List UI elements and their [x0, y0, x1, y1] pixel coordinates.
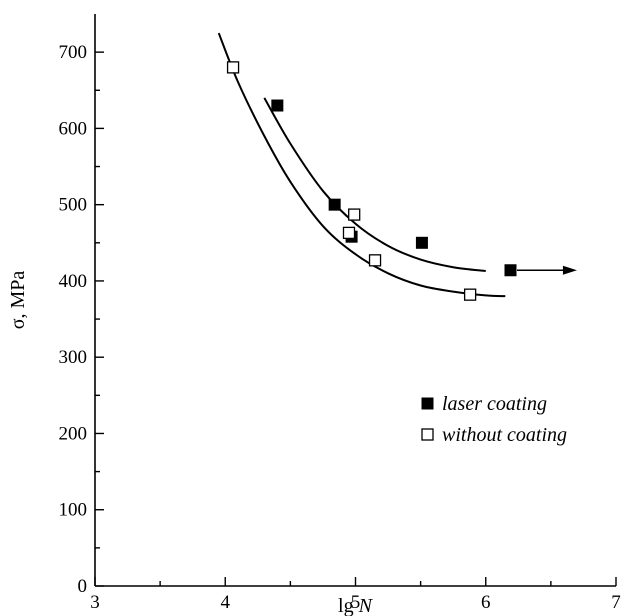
arrows [516, 265, 577, 275]
x-tick-label: 7 [611, 592, 621, 613]
y-tick-label: 400 [59, 271, 88, 292]
y-axis-label: σ, MPa [7, 271, 29, 330]
runout-arrow-head [562, 265, 577, 275]
y-tick-label: 500 [59, 195, 88, 216]
y-tick-label: 100 [59, 500, 88, 521]
fit-curve-laser-coating [263, 97, 486, 273]
legend: laser coating without coating [421, 393, 567, 446]
axes [94, 14, 616, 587]
point-without-coating [226, 61, 240, 74]
legend-label-without-coating: without coating [442, 424, 567, 446]
point-laser-coating [415, 236, 428, 249]
y-tick-label: 600 [59, 118, 88, 139]
x-tick-label: 3 [90, 592, 100, 613]
y-tick-label: 0 [78, 576, 88, 597]
point-laser-coating [271, 99, 284, 112]
x-axis-label-variable: N [358, 595, 374, 616]
x-tick-label: 4 [221, 592, 231, 613]
x-tick-label: 5 [351, 592, 361, 613]
point-without-coating [348, 208, 361, 221]
point-without-coating [463, 288, 477, 301]
ticks: 3 4 5 6 7 0 100 200 300 400 500 600 700 [59, 42, 621, 613]
legend-marker-laser-coating [421, 397, 434, 410]
point-without-coating [368, 254, 382, 267]
x-tick-label: 6 [481, 592, 491, 613]
legend-label-laser-coating: laser coating [442, 393, 547, 415]
point-without-coating [342, 226, 356, 240]
y-tick-label: 300 [59, 347, 88, 368]
point-laser-coating [504, 264, 517, 277]
x-axis-label: lg N [338, 595, 374, 616]
legend-marker-without-coating [421, 428, 434, 441]
fit-curve-without-coating [217, 32, 506, 298]
y-tick-label: 700 [59, 42, 88, 63]
point-laser-coating [328, 198, 341, 211]
x-axis-label-main: lg [338, 595, 359, 616]
fit-curves [217, 32, 506, 298]
y-tick-label: 200 [59, 423, 88, 444]
data-points [226, 61, 517, 301]
